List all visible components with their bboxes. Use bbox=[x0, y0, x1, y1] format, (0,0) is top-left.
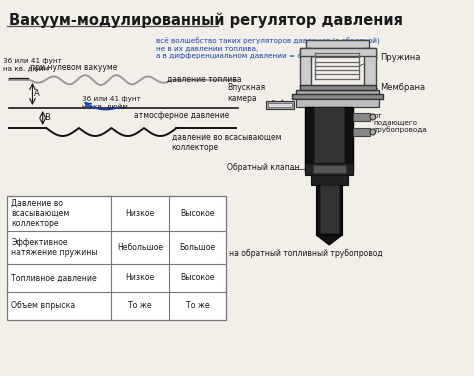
Circle shape bbox=[370, 114, 375, 120]
Bar bbox=[305, 107, 353, 172]
Bar bbox=[268, 103, 292, 107]
Text: Пружина: Пружина bbox=[380, 53, 420, 62]
Text: Большое: Большое bbox=[180, 243, 216, 252]
Text: Высокое: Высокое bbox=[180, 273, 215, 282]
Text: То же: То же bbox=[128, 302, 152, 311]
Text: 36 или 41 фунт
на кв. дюйм: 36 или 41 фунт на кв. дюйм bbox=[3, 58, 62, 71]
Text: Небольшое: Небольшое bbox=[117, 243, 163, 252]
Text: на обратный топливный трубопровод: на обратный топливный трубопровод bbox=[229, 249, 383, 258]
Bar bbox=[300, 48, 375, 56]
Text: Низкое: Низкое bbox=[126, 209, 155, 218]
Text: Топливное давление: Топливное давление bbox=[11, 273, 97, 282]
Circle shape bbox=[370, 129, 375, 135]
Polygon shape bbox=[316, 235, 342, 245]
Text: То же: То же bbox=[186, 302, 210, 311]
Text: Впускная
камера: Впускная камера bbox=[227, 83, 265, 103]
Bar bbox=[320, 185, 338, 233]
Text: от
подающего
трубопровода: от подающего трубопровода bbox=[374, 112, 428, 133]
Text: Обратный клапан: Обратный клапан bbox=[227, 164, 300, 173]
Bar bbox=[300, 48, 310, 88]
Text: Давление во
всасывающем
коллекторе: Давление во всасывающем коллекторе bbox=[11, 199, 70, 228]
Bar bbox=[353, 128, 370, 136]
Text: Низкое: Низкое bbox=[126, 273, 155, 282]
Text: Высокое: Высокое bbox=[180, 209, 215, 218]
Bar bbox=[316, 185, 342, 235]
Bar bbox=[314, 107, 344, 167]
Bar bbox=[310, 175, 348, 185]
Text: B: B bbox=[45, 114, 50, 123]
Bar bbox=[296, 90, 379, 96]
Text: 36 или 41 фунт
на кв. дюйм: 36 или 41 фунт на кв. дюйм bbox=[82, 96, 140, 109]
Bar bbox=[296, 99, 379, 107]
Text: A: A bbox=[34, 89, 40, 99]
Bar bbox=[266, 101, 294, 109]
Bar bbox=[306, 40, 369, 48]
Text: Объем впрыска: Объем впрыска bbox=[11, 302, 75, 311]
Text: Эффективное
натяжение пружины: Эффективное натяжение пружины bbox=[11, 238, 98, 257]
Text: Мембрана: Мембрана bbox=[380, 83, 425, 92]
Bar bbox=[365, 48, 375, 88]
Bar bbox=[300, 85, 375, 90]
Text: давление во всасывающем
коллекторе: давление во всасывающем коллекторе bbox=[172, 133, 281, 152]
Text: Вакуум-модулированный регулятор давления: Вакуум-модулированный регулятор давления bbox=[9, 13, 403, 29]
Text: атмосферное давление: атмосферное давление bbox=[135, 111, 230, 120]
Bar bbox=[312, 165, 346, 173]
Text: при нулевом вакууме: при нулевом вакууме bbox=[30, 63, 117, 72]
Bar bbox=[8, 196, 226, 320]
Bar bbox=[292, 94, 383, 99]
Bar bbox=[353, 113, 370, 121]
Text: давление топлива: давление топлива bbox=[167, 75, 241, 84]
Bar bbox=[305, 163, 353, 175]
Text: всё волшебство таких регуляторов давления (с обраткой)
не в их давлении топлива,: всё волшебство таких регуляторов давлени… bbox=[156, 38, 380, 59]
